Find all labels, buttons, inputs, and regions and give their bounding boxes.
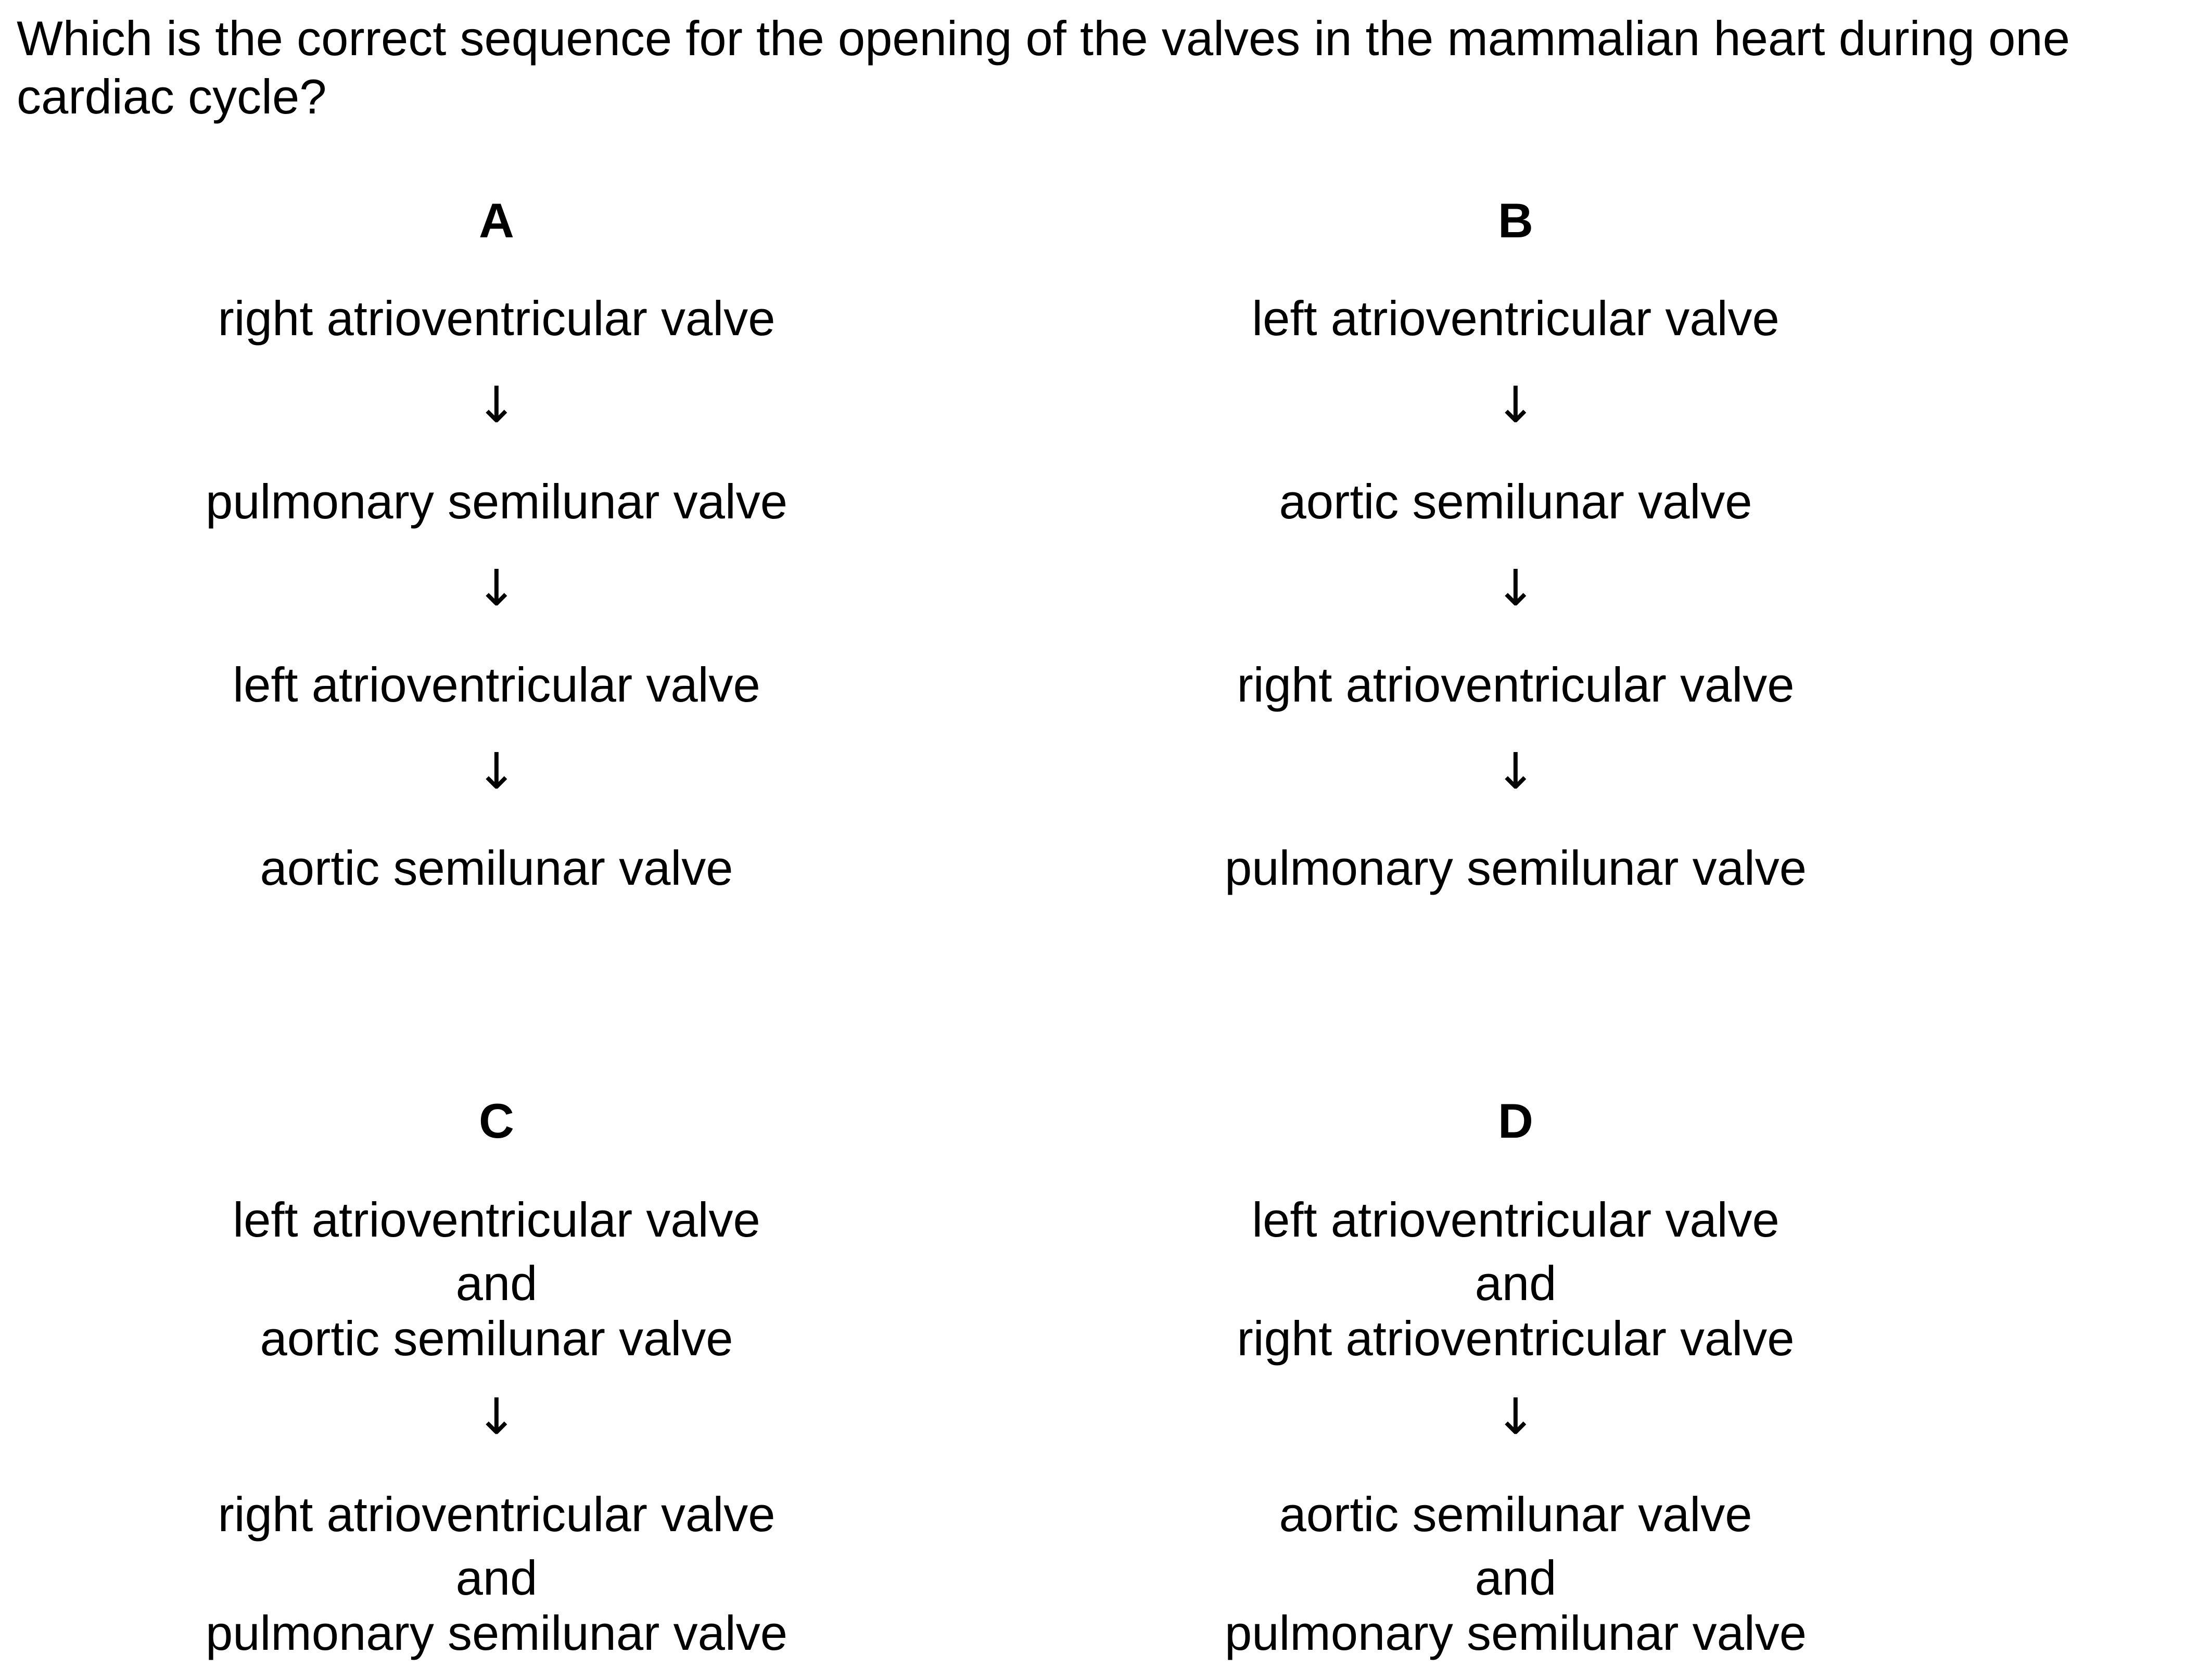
option-d-step-2-line-2: pulmonary semilunar valve [1224,1606,1807,1660]
option-c-step-2-line-2: pulmonary semilunar valve [205,1606,788,1660]
down-arrow-icon: ↓ [1494,742,1537,800]
option-a-step-1: right atrioventricular valve [218,291,776,346]
option-c-step-1-line-1: left atrioventricular valve [233,1192,760,1247]
option-c-step-1-line-2: aortic semilunar valve [260,1311,733,1366]
question-text: Which is the correct sequence for the op… [17,9,2151,126]
option-c-step-1-conjunction: and [455,1256,538,1310]
option-c-step-2-line-1: right atrioventricular valve [218,1487,776,1542]
option-a-step-4: aortic semilunar valve [260,841,733,895]
option-b-step-2: aortic semilunar valve [1279,474,1752,529]
option-d-step-2-conjunction: and [1475,1550,1557,1605]
option-a-step-2: pulmonary semilunar valve [205,474,788,529]
option-d-step-1-line-1: left atrioventricular valve [1252,1192,1780,1247]
option-c-letter: C [479,1093,514,1148]
down-arrow-icon: ↓ [1494,1388,1537,1446]
down-arrow-icon: ↓ [475,1388,518,1446]
down-arrow-icon: ↓ [475,559,518,617]
option-d-step-1-line-2: right atrioventricular valve [1237,1311,1795,1366]
option-d-step-2-line-1: aortic semilunar valve [1279,1487,1752,1542]
question-line-1: Which is the correct sequence for the op… [17,11,2070,66]
option-a-letter: A [479,193,514,248]
down-arrow-icon: ↓ [1494,559,1537,617]
option-d-letter: D [1498,1093,1533,1148]
option-b-step-3: right atrioventricular valve [1237,657,1795,712]
option-c-step-2-conjunction: and [455,1550,538,1605]
option-b-step-1: left atrioventricular valve [1252,291,1780,346]
option-b-letter: B [1498,193,1533,248]
down-arrow-icon: ↓ [475,742,518,800]
down-arrow-icon: ↓ [475,376,518,434]
down-arrow-icon: ↓ [1494,376,1537,434]
option-b-step-4: pulmonary semilunar valve [1224,841,1807,895]
option-a-step-3: left atrioventricular valve [233,657,760,712]
option-d-step-1-conjunction: and [1475,1256,1557,1310]
question-line-2: cardiac cycle? [17,69,327,124]
